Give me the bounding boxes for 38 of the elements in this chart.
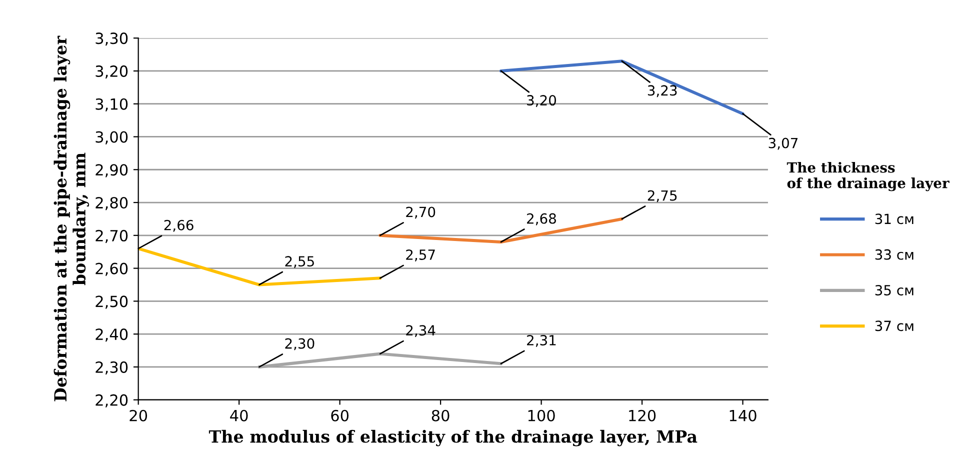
y-tick-label: 2,90 [96,164,128,178]
x-tick-label: 20 [130,410,148,422]
x-tick-label: 40 [230,410,248,422]
data-label: 2,66 [164,220,194,232]
legend-label: 35 см [875,284,914,296]
legend-label: 31 см [875,214,914,224]
data-label: 2,55 [285,256,314,268]
data-label: 3,07 [768,138,798,150]
y-tick-label: 2,70 [96,230,128,243]
y-tick-label: 2,50 [96,296,128,309]
x-tick-label: 140 [730,410,756,422]
data-label: 3,23 [648,85,677,98]
y-tick-label: 3,20 [96,65,128,79]
y-tick-label: 2,80 [96,196,128,210]
data-label: 2,30 [285,338,314,350]
y-tick-label: 3,30 [96,32,128,46]
legend-label: 37 см [875,320,914,332]
y-tick-label: 2,20 [96,394,128,408]
y-tick-label: 2,40 [96,328,128,342]
data-label: 2,70 [406,206,436,219]
x-tick-label: 120 [629,410,656,422]
data-label: 2,68 [527,213,556,226]
x-tick-label: 100 [528,410,555,422]
x-tick-label: 80 [432,410,450,422]
data-label: 2,34 [406,325,436,338]
data-label: 2,57 [406,249,435,262]
data-label: 2,31 [527,334,556,347]
y-tick-label: 3,10 [96,98,128,112]
x-axis-title: The modulus of elasticity of the drainage layer, MPa [208,430,698,446]
legend-title: The thickness of the drainage layer [786,162,950,192]
data-label: 3,20 [527,95,556,107]
y-tick-label: 2,30 [96,361,128,375]
x-tick-label: 60 [331,410,349,422]
data-label: 2,75 [648,190,677,202]
y-axis-title: Deformation at the pipe-drainage layer boundary, mm [54,36,90,402]
y-tick-label: 2,60 [96,262,128,276]
legend-label: 33 см [875,249,914,260]
y-tick-label: 3,00 [96,131,128,144]
